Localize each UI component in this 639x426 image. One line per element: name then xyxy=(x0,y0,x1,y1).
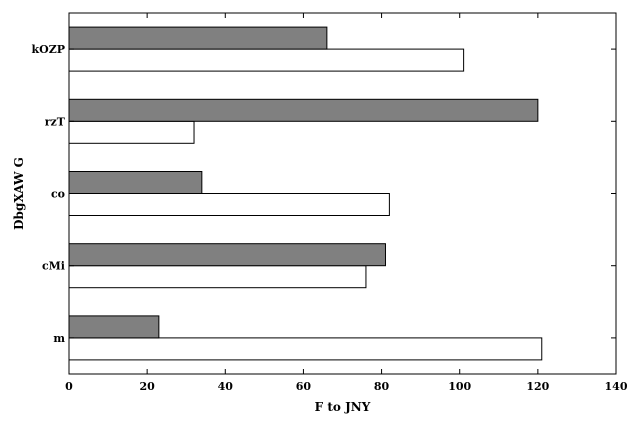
x-tick-label-120: 120 xyxy=(526,380,549,393)
y-tick-label-co: co xyxy=(51,188,65,201)
bar-co-series-2 xyxy=(68,171,203,194)
y-axis-title: DbgXAW G xyxy=(12,157,26,230)
y-tick-label-m: m xyxy=(53,332,65,345)
bar-rzT-series-2 xyxy=(68,98,539,122)
bars-layer xyxy=(68,26,543,361)
x-tick-label-100: 100 xyxy=(448,380,471,393)
x-tick-label-60: 60 xyxy=(296,380,312,393)
y-tick-label-cMi: cMi xyxy=(42,260,65,273)
x-axis-title: F to JNY xyxy=(315,400,371,414)
y-axis: m cMi co rzT kOZP xyxy=(31,43,616,345)
bar-cMi-series-2 xyxy=(68,243,386,267)
y-tick-label-rzT: rzT xyxy=(45,115,66,128)
bar-kOZP-series-2 xyxy=(68,26,328,50)
bar-kOZP-series-1 xyxy=(68,48,465,72)
x-tick-label-20: 20 xyxy=(139,380,155,393)
bar-rzT-series-1 xyxy=(68,120,195,144)
y-tick-label-kOZP: kOZP xyxy=(31,43,65,56)
bar-m-series-2 xyxy=(68,315,160,339)
bar-cMi-series-1 xyxy=(68,265,367,289)
bar-m-series-1 xyxy=(68,337,543,361)
x-axis: 0 20 40 60 80 100 120 140 xyxy=(65,13,628,393)
x-tick-label-80: 80 xyxy=(374,380,390,393)
x-tick-label-140: 140 xyxy=(605,380,628,393)
bar-co-series-1 xyxy=(68,193,390,216)
x-tick-label-0: 0 xyxy=(65,380,73,393)
x-tick-label-40: 40 xyxy=(218,380,234,393)
